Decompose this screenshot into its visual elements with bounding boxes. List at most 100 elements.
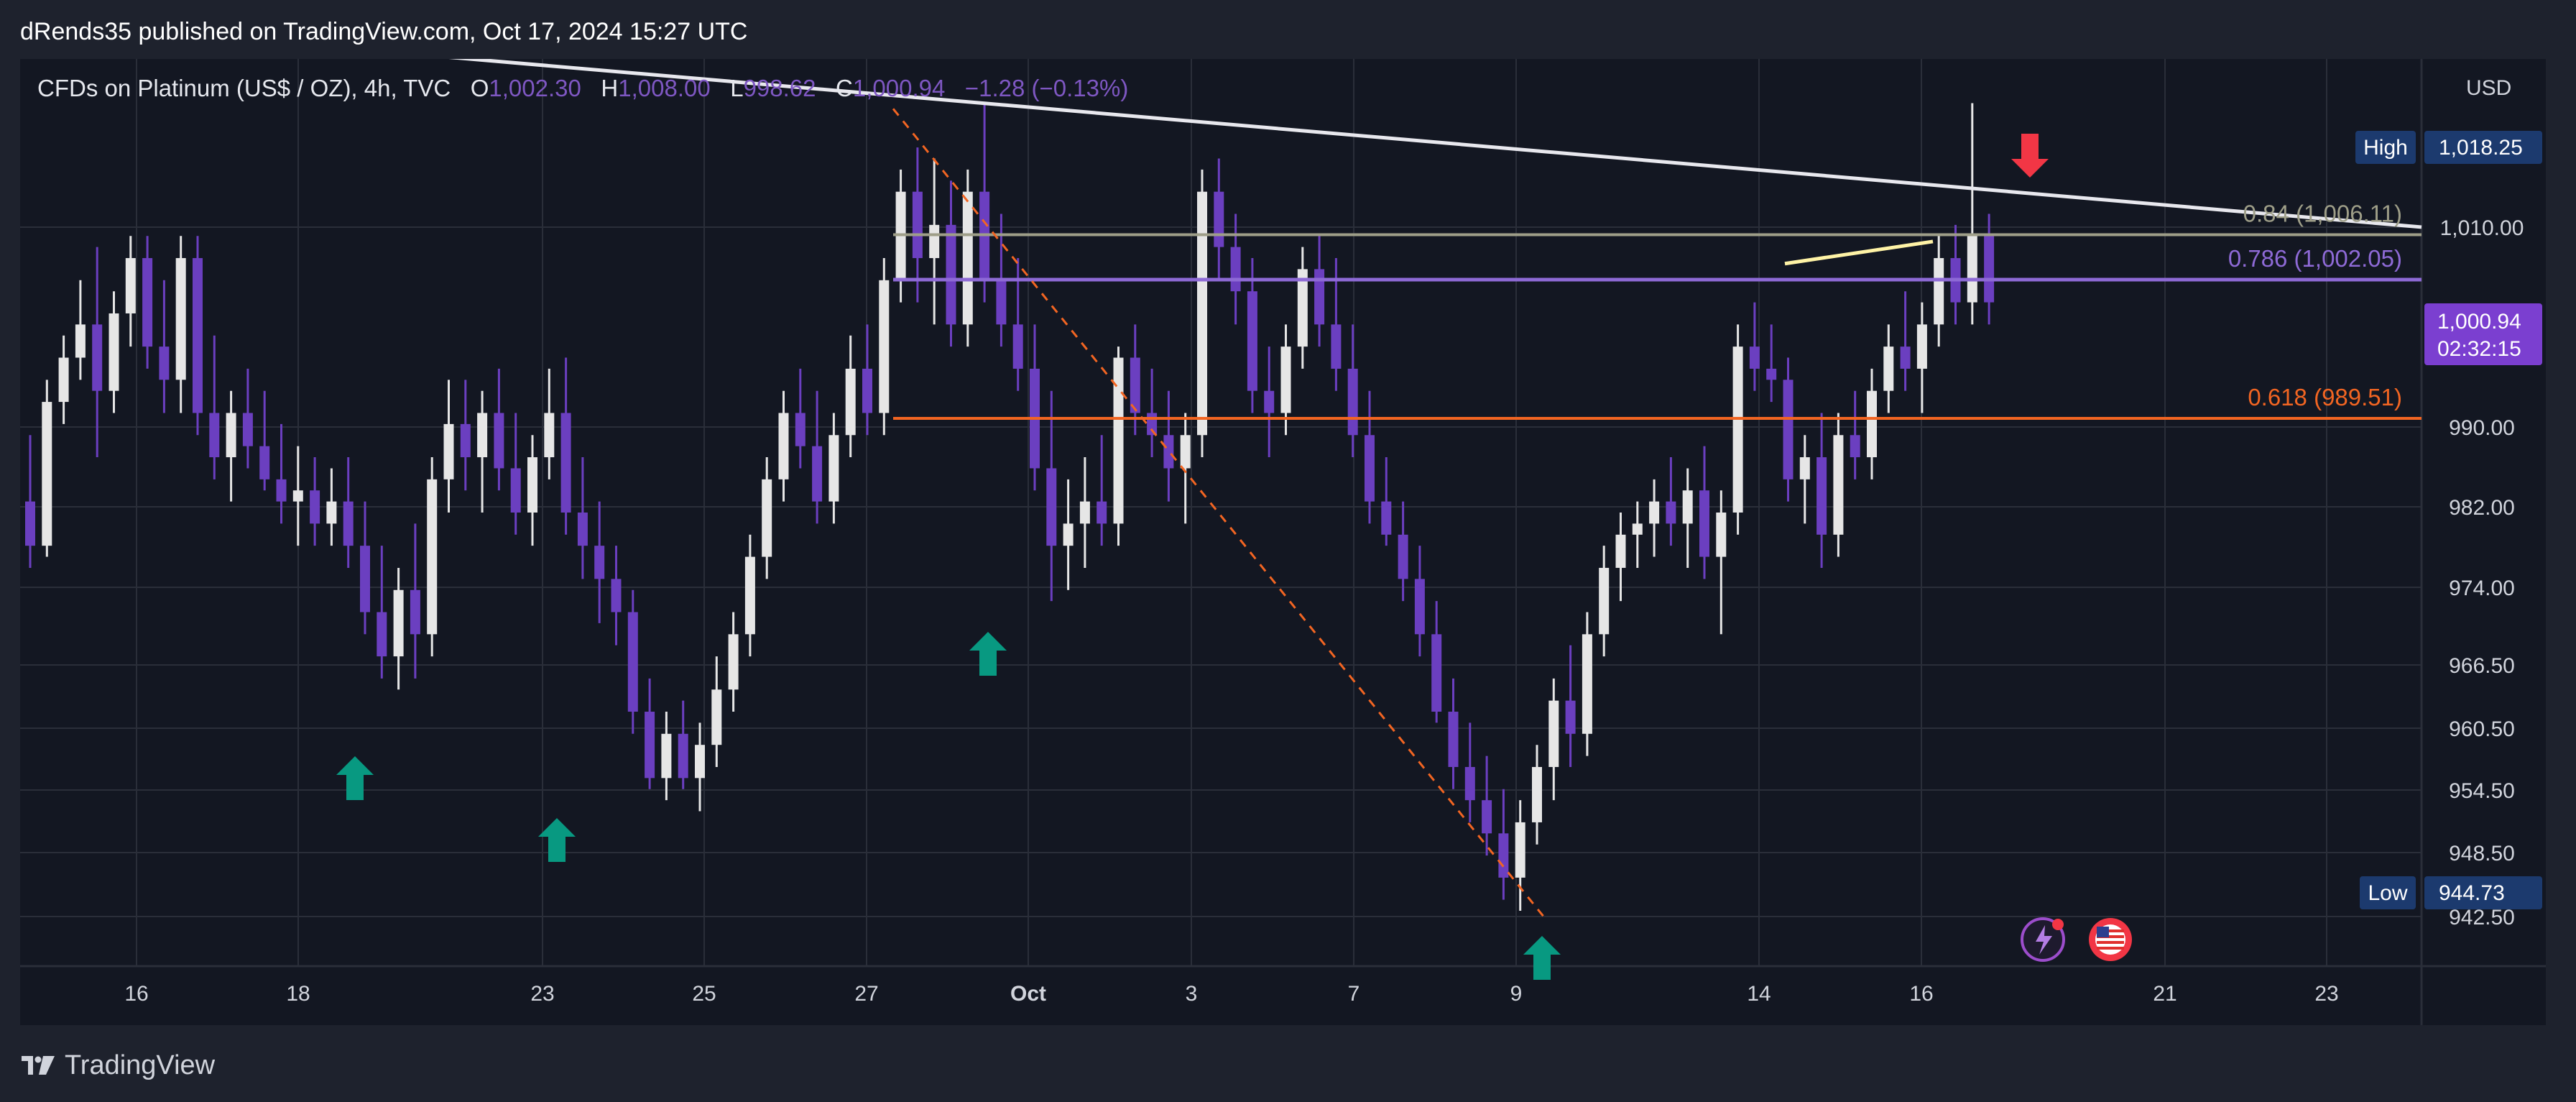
candle-up[interactable] — [443, 423, 454, 479]
candle-down[interactable] — [627, 612, 638, 712]
candle-down[interactable] — [862, 368, 872, 413]
candle-up[interactable] — [1716, 513, 1727, 557]
candle-up[interactable] — [292, 490, 303, 502]
candle-up[interactable] — [1532, 766, 1542, 822]
candle-down[interactable] — [1381, 501, 1392, 535]
candle-down[interactable] — [1900, 346, 1911, 369]
candle-down[interactable] — [377, 612, 387, 657]
candle-up[interactable] — [728, 634, 739, 690]
candle-down[interactable] — [494, 413, 504, 469]
candle-up[interactable] — [778, 413, 789, 479]
candle-down[interactable] — [159, 346, 170, 380]
candle-down[interactable] — [1498, 833, 1509, 878]
candle-up[interactable] — [477, 413, 488, 458]
candle-down[interactable] — [1398, 534, 1408, 579]
candle-up[interactable] — [125, 258, 136, 313]
candle-down[interactable] — [1365, 435, 1375, 502]
candle-down[interactable] — [1749, 346, 1760, 369]
arrow-up-icon[interactable] — [969, 632, 1007, 676]
candle-up[interactable] — [1632, 523, 1643, 535]
candle-down[interactable] — [1699, 490, 1709, 557]
candle-up[interactable] — [1297, 269, 1308, 347]
candle-down[interactable] — [1331, 324, 1342, 369]
candle-up[interactable] — [1079, 501, 1090, 524]
candle-up[interactable] — [845, 368, 856, 436]
candle-up[interactable] — [544, 413, 555, 458]
candle-up[interactable] — [1967, 236, 1977, 303]
candle-up[interactable] — [226, 413, 236, 458]
candle-up[interactable] — [326, 501, 337, 524]
candle-down[interactable] — [1264, 390, 1275, 413]
candle-down[interactable] — [1247, 291, 1257, 391]
arrow-up-icon[interactable] — [336, 756, 374, 800]
candle-up[interactable] — [1649, 501, 1660, 524]
candle-down[interactable] — [1984, 236, 1995, 303]
candle-up[interactable] — [1599, 567, 1610, 635]
candle-up[interactable] — [1732, 346, 1743, 513]
candle-up[interactable] — [1682, 490, 1693, 524]
candle-down[interactable] — [1464, 766, 1475, 801]
candle-up[interactable] — [1515, 822, 1525, 878]
candle-down[interactable] — [1666, 501, 1676, 524]
candle-up[interactable] — [661, 733, 672, 779]
candle-down[interactable] — [92, 324, 103, 391]
candle-down[interactable] — [209, 413, 220, 458]
candle-down[interactable] — [577, 513, 588, 546]
candle-down[interactable] — [678, 733, 688, 779]
candle-down[interactable] — [1012, 324, 1023, 369]
candle-up[interactable] — [828, 435, 839, 502]
candle-down[interactable] — [1097, 501, 1107, 524]
candle-down[interactable] — [1816, 457, 1827, 535]
candle-down[interactable] — [1431, 634, 1442, 712]
chart-area[interactable]: 16 18 23 25 27 Oct 3 7 9 14 16 21 23 1,010.00 990.00 98… — [20, 59, 2546, 1025]
candle-down[interactable] — [1414, 579, 1425, 635]
candle-up[interactable] — [1867, 390, 1877, 458]
price-chart[interactable]: 16 18 23 25 27 Oct 3 7 9 14 16 21 23 1,010.00 990.00 98… — [20, 59, 2546, 1025]
arrow-up-icon[interactable] — [538, 818, 576, 862]
candle-down[interactable] — [1214, 191, 1224, 247]
candle-down[interactable] — [1850, 435, 1860, 458]
candle-up[interactable] — [1582, 634, 1592, 734]
candle-down[interactable] — [1766, 368, 1777, 380]
candle-up[interactable] — [1197, 191, 1207, 436]
candle-up[interactable] — [1063, 523, 1074, 546]
candle-down[interactable] — [259, 446, 270, 479]
candle-up[interactable] — [1548, 700, 1559, 767]
candle-up[interactable] — [1180, 435, 1191, 469]
arrow-down-icon[interactable] — [2011, 134, 2049, 178]
candle-down[interactable] — [1163, 435, 1174, 469]
candle-up[interactable] — [762, 479, 772, 557]
candle-down[interactable] — [460, 423, 471, 458]
candle-up[interactable] — [175, 258, 186, 380]
candle-up[interactable] — [75, 324, 86, 358]
candle-down[interactable] — [560, 413, 571, 513]
candle-down[interactable] — [510, 468, 521, 513]
candle-up[interactable] — [393, 589, 404, 657]
candle-down[interactable] — [1130, 357, 1140, 413]
candle-up[interactable] — [1280, 346, 1291, 413]
candle-down[interactable] — [946, 224, 956, 325]
tradingview-logo[interactable]: TradingView — [22, 1048, 215, 1083]
candle-up[interactable] — [1799, 457, 1810, 479]
candle-down[interactable] — [594, 546, 605, 579]
candle-up[interactable] — [109, 313, 119, 391]
candle-down[interactable] — [812, 446, 823, 502]
candle-up[interactable] — [427, 479, 438, 635]
candle-down[interactable] — [795, 413, 805, 446]
candle-up[interactable] — [1883, 346, 1894, 391]
candle-down[interactable] — [1046, 468, 1057, 546]
candle-up[interactable] — [1113, 357, 1124, 524]
candle-down[interactable] — [1230, 247, 1241, 292]
candle-up[interactable] — [711, 689, 722, 745]
candle-down[interactable] — [1783, 380, 1793, 479]
candle-up[interactable] — [1916, 324, 1927, 369]
minor-trendline[interactable] — [1784, 239, 1934, 266]
candle-down[interactable] — [1482, 800, 1492, 834]
candle-down[interactable] — [193, 258, 203, 413]
candle-up[interactable] — [1615, 534, 1626, 568]
candle-up[interactable] — [929, 224, 940, 259]
candle-down[interactable] — [142, 258, 153, 347]
candle-down[interactable] — [645, 712, 655, 779]
candle-up[interactable] — [962, 191, 973, 325]
candle-up[interactable] — [1833, 435, 1844, 535]
